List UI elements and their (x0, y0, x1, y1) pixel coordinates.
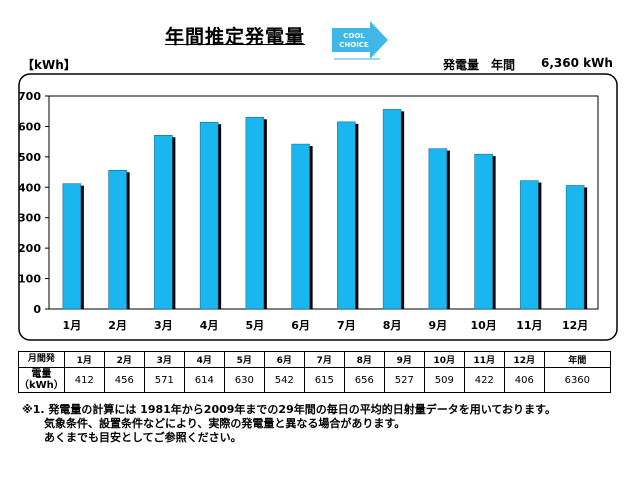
x-tick-label: 5月 (246, 319, 265, 332)
notes: ※1. 発電量の計算には 1981年から2009年までの29年間の毎日の平均的日… (22, 403, 556, 445)
y-tick-label: 200 (18, 242, 41, 255)
table-month-header: 1月 (63, 351, 105, 368)
bar-1 (62, 183, 82, 310)
x-tick-label: 4月 (200, 319, 219, 332)
x-tick-label: 10月 (470, 319, 496, 332)
x-tick-label: 11月 (516, 319, 542, 332)
table-month-header: 6月 (263, 351, 305, 368)
bar-2 (108, 169, 127, 310)
table-month-value: 571 (143, 367, 185, 393)
table-month-header: 9月 (383, 351, 425, 368)
plot-area (48, 95, 599, 310)
y-tick-label: 0 (33, 303, 41, 316)
bar-12 (565, 185, 585, 310)
table-month-value: 527 (383, 367, 425, 393)
table-month-value: 422 (463, 367, 505, 393)
table-month-header: 5月 (223, 351, 265, 368)
table-month-value: 542 (263, 367, 305, 393)
x-tick-label: 7月 (337, 319, 356, 332)
annual-label: 発電量 年間 (443, 58, 516, 72)
table-value-label-line2: （kWh） (19, 380, 64, 391)
page-title: 年間推定発電量 (165, 26, 306, 48)
table-month-value: 406 (503, 367, 545, 393)
note-line-1: ※1. 発電量の計算には 1981年から2009年までの29年間の毎日の平均的日… (22, 403, 556, 416)
note-line-2: 気象条件、設置条件などにより、実際の発電量と異なる場合があります。 (44, 417, 406, 430)
table-value-label-line1: 電量 (31, 369, 52, 380)
y-tick-label: 300 (18, 212, 41, 225)
table-month-value: 656 (343, 367, 385, 393)
table-month-header: 11月 (463, 351, 505, 368)
bar-9 (428, 148, 448, 310)
y-tick-label: 500 (18, 151, 41, 164)
table-month-header: 10月 (423, 351, 465, 368)
bar-3 (154, 135, 173, 310)
logo-text-2: CHOICE (339, 41, 369, 49)
table-month-value: 456 (103, 367, 145, 393)
note-line-3: あくまでも目安としてご参照ください。 (44, 431, 242, 444)
table-month-value: 630 (223, 367, 265, 393)
x-tick-label: 2月 (108, 319, 127, 332)
bar-7 (337, 121, 356, 310)
y-tick-label: 400 (18, 181, 41, 194)
x-tick-label: 6月 (291, 319, 310, 332)
bar-chart: 0 100 200 300 400 500 600 700 1月 2月 3月 4月 5月 6月 7月 8月 9… (18, 73, 618, 341)
bar-11 (520, 180, 539, 310)
table-month-header: 3月 (143, 351, 185, 368)
logo-text-1: COOL (343, 32, 365, 40)
x-tick-label: 1月 (63, 319, 82, 332)
table-month-value: 614 (183, 367, 225, 393)
table-month-value: 615 (303, 367, 345, 393)
table-month-header: 8月 (343, 351, 385, 368)
table-total-value: 6360 (543, 367, 611, 393)
table-total-header: 年間 (543, 351, 611, 368)
y-tick-label: 700 (18, 90, 41, 103)
table-value-label: 電量 （kWh） (18, 367, 65, 393)
x-tick-label: 8月 (383, 319, 402, 332)
x-tick-label: 3月 (154, 319, 173, 332)
table-month-header: 4月 (183, 351, 225, 368)
table-month-header: 7月 (303, 351, 345, 368)
bar-10 (474, 153, 493, 310)
unit-label: 【kWh】 (22, 58, 76, 72)
table-month-header: 12月 (503, 351, 545, 368)
bar-4 (199, 121, 219, 310)
bar-6 (291, 143, 310, 310)
y-tick-label: 100 (18, 273, 41, 286)
cool-choice-logo: COOL CHOICE (332, 21, 388, 60)
x-tick-label: 9月 (429, 319, 448, 332)
data-table: 月間発 1月 2月 3月 4月 5月 6月 7月 8月 9月 10月 11月 12月 年間 電量 （kW… (18, 351, 611, 393)
table-month-value: 412 (63, 367, 105, 393)
bar-5 (245, 117, 265, 310)
bar-8 (382, 109, 402, 310)
table-header-label: 月間発 (18, 351, 65, 368)
table-month-header: 2月 (103, 351, 145, 368)
x-tick-label: 12月 (562, 319, 588, 332)
table-month-value: 509 (423, 367, 465, 393)
y-tick-label: 600 (18, 120, 41, 133)
annual-value: 6,360 kWh (541, 56, 613, 70)
